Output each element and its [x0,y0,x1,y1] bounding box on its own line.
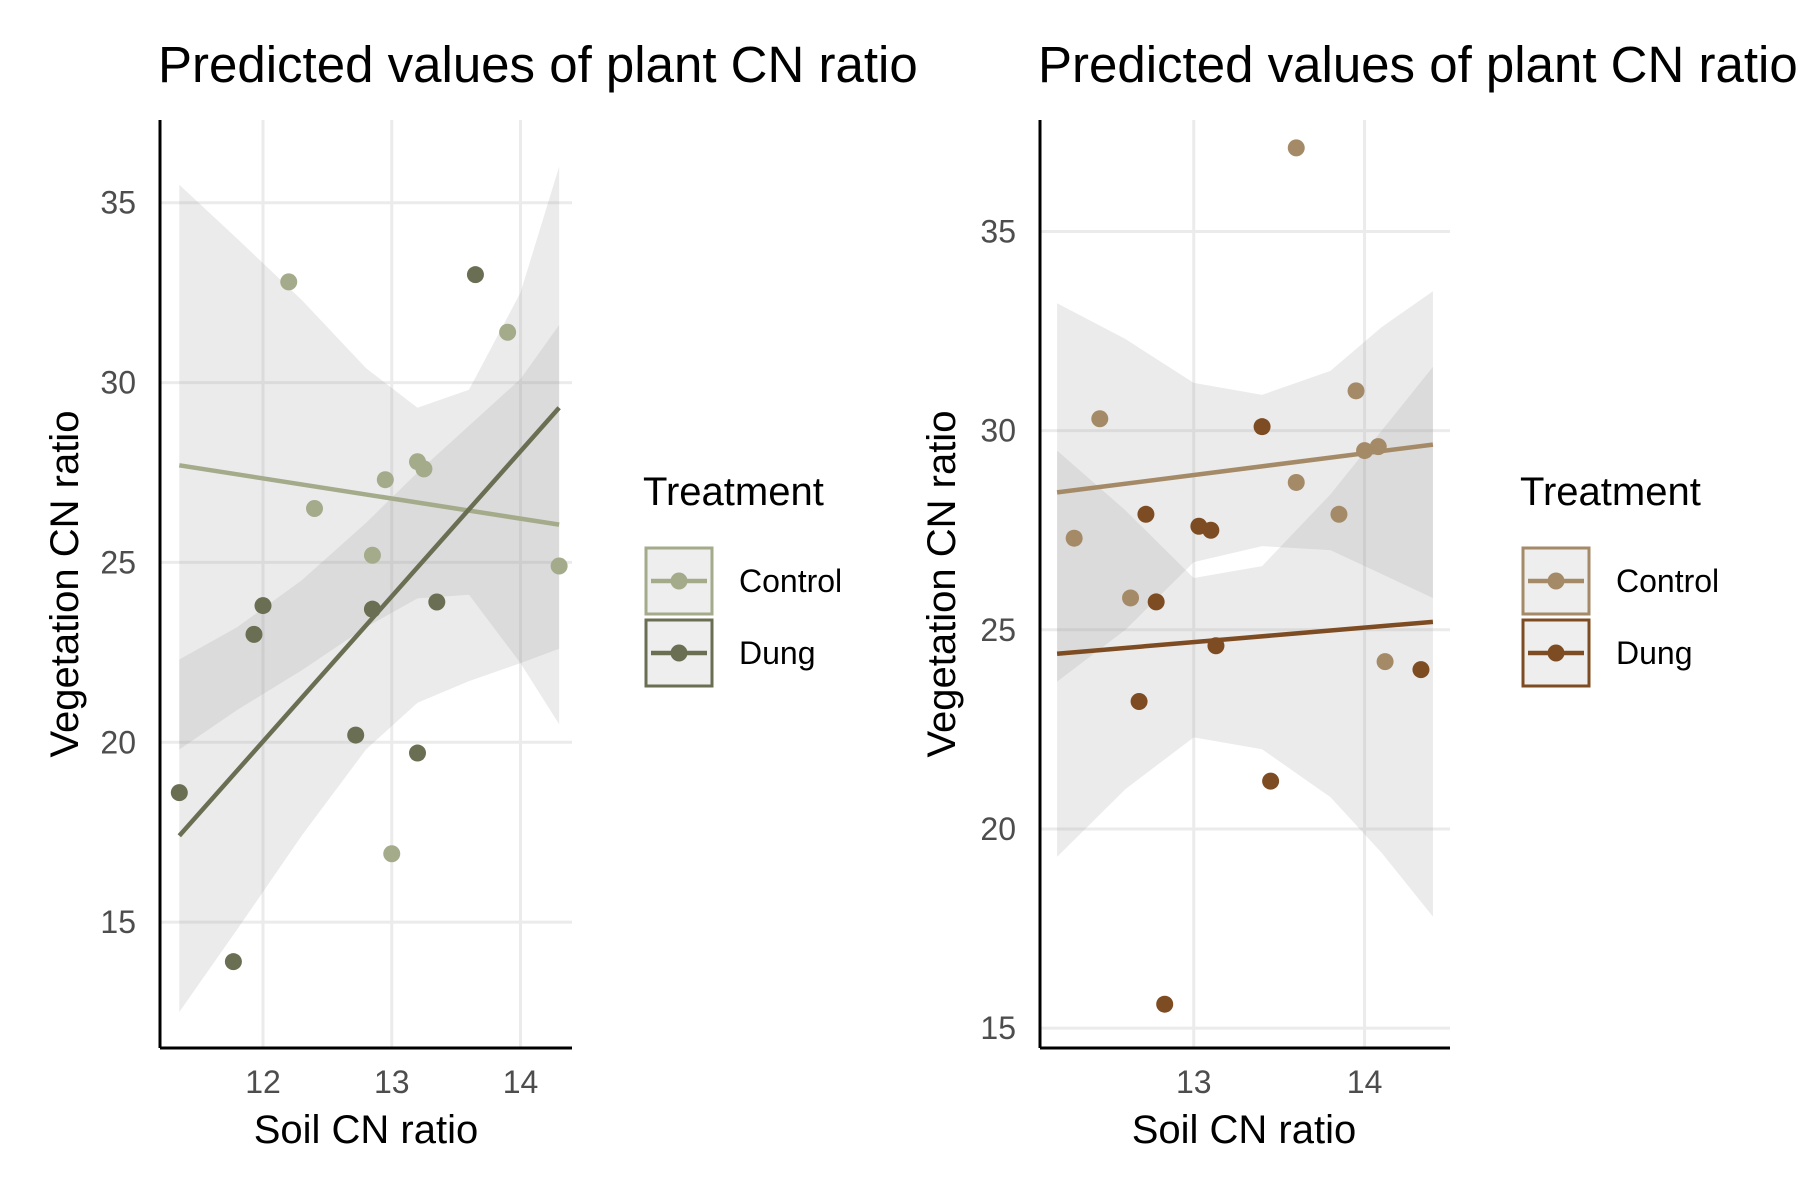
data-point-control [1122,589,1140,607]
data-point-dung [409,744,426,762]
data-point-control [306,499,323,517]
data-point-control [550,557,568,575]
data-point-control [1347,382,1365,400]
y-tick-label: 35 [980,214,1016,250]
x-tick-label: 14 [1347,1064,1383,1100]
fit-line-control [1056,442,1434,495]
confidence-band-dung [1057,366,1433,917]
y-tick-label: 15 [980,1010,1016,1046]
y-axis-title: Vegetation CN ratio [43,411,87,758]
data-point-dung [224,953,242,971]
data-point-control [1376,653,1394,671]
data-point-dung [1156,995,1174,1013]
data-point-control [1287,473,1305,491]
data-point-dung [1262,772,1280,790]
data-point-dung [1147,593,1165,611]
data-point-control [383,845,401,863]
y-tick-label: 15 [100,904,136,940]
confidence-band-dung [179,325,560,1013]
chart-title: Predicted values of plant CN ratio [158,36,918,93]
legend-label-control: Control [1616,563,1719,599]
data-point-control [1330,505,1348,523]
legend-key-point [670,644,688,662]
fit-line-control [178,463,560,527]
chart-title: Predicted values of plant CN ratio [1038,36,1798,93]
x-tick-label: 13 [374,1064,410,1100]
fit-line-dung [177,406,561,838]
x-tick-label: 13 [1176,1064,1212,1100]
chart-panel-1: Predicted values of plant CN ratio 15 20 25… [43,36,918,1152]
legend-title: Treatment [1520,470,1701,514]
confidence-band-control [1057,291,1433,682]
legend: Treatment Control Dung [1520,470,1719,688]
x-axis-title: Soil CN ratio [1132,1108,1357,1152]
data-point-control [376,471,394,489]
y-axis-title: Vegetation CN ratio [920,411,964,758]
data-point-dung [1202,521,1220,539]
data-point-dung [1130,692,1148,710]
x-axis-title: Soil CN ratio [254,1108,479,1152]
legend-title: Treatment [643,470,824,514]
chart-panel-2: Predicted values of plant CN ratio 15 20 25… [920,36,1798,1152]
y-tick-label: 20 [980,811,1016,847]
legend-key-point [1547,572,1565,590]
data-point-control [1091,410,1109,428]
data-point-dung [1137,505,1155,523]
data-point-dung [245,625,263,643]
data-point-control [363,546,381,564]
data-point-control [415,460,433,478]
data-point-dung [1412,661,1430,679]
data-point-dung [1253,418,1271,436]
y-tick-label: 25 [980,612,1016,648]
data-point-dung [428,593,446,611]
legend-label-dung: Dung [739,635,816,671]
y-tick-label: 35 [100,185,136,221]
legend-label-control: Control [739,563,842,599]
y-tick-label: 20 [100,724,136,760]
data-point-dung [466,266,484,284]
data-point-control [1065,529,1083,547]
data-point-dung [254,597,272,615]
data-point-control [1287,139,1305,157]
x-tick-label: 12 [245,1064,281,1100]
legend-label-dung: Dung [1616,635,1693,671]
y-tick-label: 25 [100,544,136,580]
x-tick-label: 14 [503,1064,539,1100]
y-tick-label: 30 [980,413,1016,449]
confidence-band-control [179,166,560,750]
data-point-dung [347,726,365,744]
legend-key-point [1547,644,1565,662]
data-point-dung [170,784,188,802]
data-point-control [280,273,298,291]
y-tick-label: 30 [100,365,136,401]
fit-line-dung [1056,619,1434,656]
data-point-control [499,323,517,341]
legend: Treatment Control Dung [643,470,842,688]
legend-key-point [670,572,688,590]
